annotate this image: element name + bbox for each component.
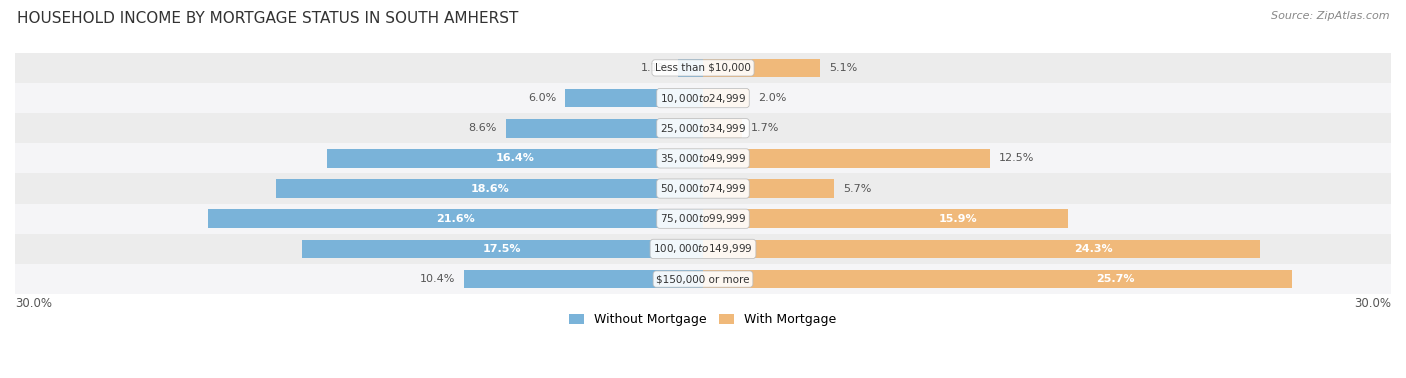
- Text: $50,000 to $74,999: $50,000 to $74,999: [659, 182, 747, 195]
- Text: $75,000 to $99,999: $75,000 to $99,999: [659, 212, 747, 225]
- Bar: [302, 240, 703, 258]
- Bar: [703, 209, 1067, 228]
- Bar: [678, 59, 703, 77]
- Legend: Without Mortgage, With Mortgage: Without Mortgage, With Mortgage: [564, 308, 842, 332]
- Text: $100,000 to $149,999: $100,000 to $149,999: [654, 242, 752, 256]
- Bar: [15, 83, 1391, 113]
- Bar: [15, 174, 1391, 204]
- Bar: [506, 119, 703, 138]
- Text: 1.7%: 1.7%: [751, 123, 779, 133]
- Bar: [703, 149, 990, 168]
- Text: 1.1%: 1.1%: [640, 63, 669, 73]
- Bar: [703, 270, 1292, 288]
- Bar: [326, 149, 703, 168]
- Bar: [15, 234, 1391, 264]
- Bar: [15, 53, 1391, 83]
- Bar: [565, 89, 703, 107]
- Bar: [703, 119, 742, 138]
- Text: 5.7%: 5.7%: [842, 184, 872, 194]
- Text: 8.6%: 8.6%: [468, 123, 496, 133]
- Text: 18.6%: 18.6%: [471, 184, 509, 194]
- Bar: [464, 270, 703, 288]
- Text: $150,000 or more: $150,000 or more: [657, 274, 749, 284]
- Bar: [703, 240, 1260, 258]
- Text: 25.7%: 25.7%: [1097, 274, 1135, 284]
- Text: $35,000 to $49,999: $35,000 to $49,999: [659, 152, 747, 165]
- Bar: [15, 113, 1391, 143]
- Text: 5.1%: 5.1%: [830, 63, 858, 73]
- Bar: [703, 89, 749, 107]
- Bar: [15, 264, 1391, 294]
- Text: Less than $10,000: Less than $10,000: [655, 63, 751, 73]
- Text: 6.0%: 6.0%: [529, 93, 557, 103]
- Bar: [15, 204, 1391, 234]
- Bar: [703, 59, 820, 77]
- Text: HOUSEHOLD INCOME BY MORTGAGE STATUS IN SOUTH AMHERST: HOUSEHOLD INCOME BY MORTGAGE STATUS IN S…: [17, 11, 519, 26]
- Text: $25,000 to $34,999: $25,000 to $34,999: [659, 122, 747, 135]
- Text: 10.4%: 10.4%: [420, 274, 456, 284]
- Text: Source: ZipAtlas.com: Source: ZipAtlas.com: [1271, 11, 1389, 21]
- Bar: [15, 143, 1391, 174]
- Bar: [208, 209, 703, 228]
- Text: 12.5%: 12.5%: [998, 153, 1035, 163]
- Text: $10,000 to $24,999: $10,000 to $24,999: [659, 91, 747, 105]
- Text: 16.4%: 16.4%: [495, 153, 534, 163]
- Text: 17.5%: 17.5%: [484, 244, 522, 254]
- Bar: [277, 179, 703, 198]
- Text: 21.6%: 21.6%: [436, 214, 475, 224]
- Text: 24.3%: 24.3%: [1074, 244, 1112, 254]
- Bar: [703, 179, 834, 198]
- Text: 15.9%: 15.9%: [939, 214, 977, 224]
- Text: 2.0%: 2.0%: [758, 93, 786, 103]
- Text: 30.0%: 30.0%: [15, 297, 52, 310]
- Text: 30.0%: 30.0%: [1354, 297, 1391, 310]
